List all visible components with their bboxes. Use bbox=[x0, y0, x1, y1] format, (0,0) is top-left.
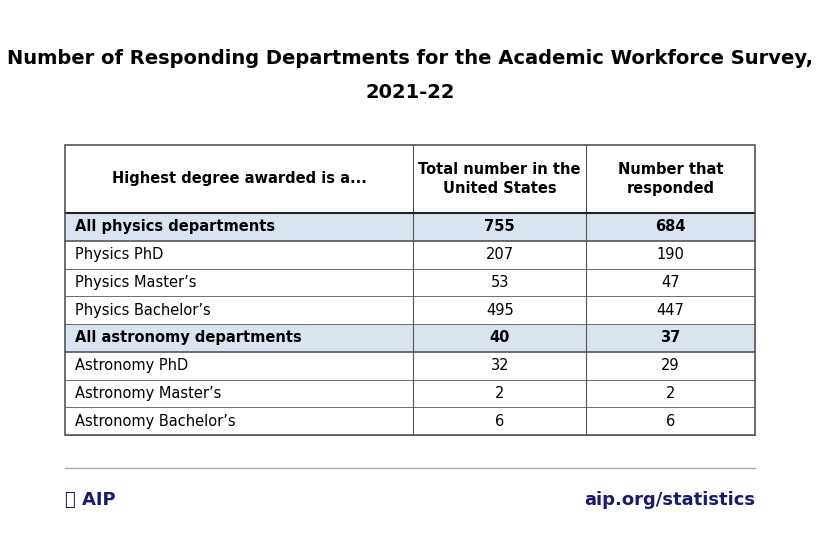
Bar bbox=[65, 145, 754, 435]
Text: Astronomy Master’s: Astronomy Master’s bbox=[75, 386, 221, 401]
Text: Number of Responding Departments for the Academic Workforce Survey,: Number of Responding Departments for the… bbox=[7, 48, 812, 68]
Text: 6: 6 bbox=[665, 413, 674, 428]
Text: Astronomy Bachelor’s: Astronomy Bachelor’s bbox=[75, 413, 235, 428]
Text: Physics Master’s: Physics Master’s bbox=[75, 275, 197, 290]
Text: 37: 37 bbox=[659, 330, 680, 345]
Text: 40: 40 bbox=[489, 330, 509, 345]
Bar bbox=[65, 324, 754, 352]
Text: 47: 47 bbox=[660, 275, 679, 290]
Text: 2: 2 bbox=[495, 386, 504, 401]
Text: 53: 53 bbox=[490, 275, 509, 290]
Bar bbox=[65, 213, 754, 241]
Text: ⪢ AIP: ⪢ AIP bbox=[65, 491, 115, 509]
Text: Astronomy PhD: Astronomy PhD bbox=[75, 358, 188, 373]
Text: 2: 2 bbox=[665, 386, 674, 401]
Text: All astronomy departments: All astronomy departments bbox=[75, 330, 301, 345]
Text: 207: 207 bbox=[485, 247, 514, 262]
Text: 755: 755 bbox=[484, 219, 514, 234]
Text: Total number in the
United States: Total number in the United States bbox=[418, 162, 580, 196]
Text: Number that
responded: Number that responded bbox=[617, 162, 722, 196]
Text: aip.org/statistics: aip.org/statistics bbox=[583, 491, 754, 509]
Text: Highest degree awarded is a...: Highest degree awarded is a... bbox=[111, 171, 366, 186]
Text: Physics Bachelor’s: Physics Bachelor’s bbox=[75, 302, 210, 317]
Text: 29: 29 bbox=[660, 358, 679, 373]
Text: Physics PhD: Physics PhD bbox=[75, 247, 163, 262]
Text: 32: 32 bbox=[490, 358, 509, 373]
Text: 495: 495 bbox=[485, 302, 513, 317]
Text: 190: 190 bbox=[656, 247, 684, 262]
Text: 447: 447 bbox=[656, 302, 684, 317]
Text: 6: 6 bbox=[495, 413, 504, 428]
Text: 684: 684 bbox=[654, 219, 685, 234]
Text: All physics departments: All physics departments bbox=[75, 219, 275, 234]
Text: 2021-22: 2021-22 bbox=[364, 83, 455, 103]
